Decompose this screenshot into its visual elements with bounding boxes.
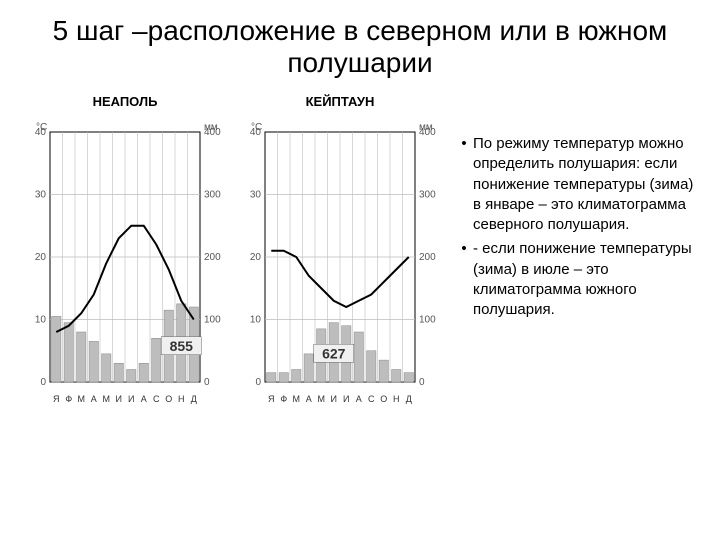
svg-text:И: И [128,394,134,404]
svg-text:И: И [116,394,122,404]
svg-text:Ф: Ф [280,394,287,404]
svg-text:855: 855 [170,338,194,354]
svg-text:Д: Д [406,394,412,404]
svg-text:100: 100 [204,315,221,326]
svg-text:И: И [331,394,337,404]
svg-text:300: 300 [204,190,221,201]
bullet-text: - если понижение температуры (зима) в ию… [473,239,700,320]
chart-block: НЕАПОЛЬ0010100202003030040400°Cмм855ЯФМА… [20,94,230,427]
svg-text:30: 30 [250,190,262,201]
svg-text:Я: Я [268,394,275,404]
bullet-text: По режиму температур можно определить по… [473,134,700,235]
climatogram-svg: 0010100202003030040400°Cмм855ЯФМАМИИАСОН… [20,117,230,427]
svg-text:10: 10 [250,315,262,326]
bullet-dot: • [455,239,473,320]
svg-text:С: С [368,394,375,404]
svg-text:мм: мм [419,122,433,133]
svg-text:10: 10 [35,315,47,326]
svg-text:М: М [318,394,326,404]
slide-title: 5 шаг –расположение в северном или в южн… [20,15,700,79]
svg-text:200: 200 [419,252,436,263]
climatogram-svg: 0010100202003030040400°Cмм627ЯФМАМИИАСОН… [235,117,445,427]
bullet-item: •По режиму температур можно определить п… [455,134,700,235]
svg-text:И: И [343,394,349,404]
charts-container: НЕАПОЛЬ0010100202003030040400°Cмм855ЯФМА… [20,94,445,427]
svg-text:Н: Н [178,394,185,404]
bullet-item: • - если понижение температуры (зима) в … [455,239,700,320]
svg-text:Д: Д [191,394,197,404]
svg-text:°C: °C [251,122,262,133]
svg-text:0: 0 [419,377,425,388]
svg-text:Ф: Ф [65,394,72,404]
svg-text:300: 300 [419,190,436,201]
bullet-list: •По режиму температур можно определить п… [455,94,700,427]
svg-text:Н: Н [393,394,400,404]
svg-text:20: 20 [250,252,262,263]
svg-text:О: О [165,394,172,404]
svg-text:0: 0 [40,377,46,388]
slide: 5 шаг –расположение в северном или в южн… [0,0,720,540]
chart-title: КЕЙПТАУН [306,94,375,109]
svg-text:мм: мм [204,122,218,133]
svg-text:20: 20 [35,252,47,263]
svg-text:Я: Я [53,394,60,404]
svg-text:0: 0 [204,377,210,388]
content-row: НЕАПОЛЬ0010100202003030040400°Cмм855ЯФМА… [20,94,700,427]
svg-text:М: М [78,394,86,404]
svg-text:100: 100 [419,315,436,326]
svg-text:А: А [91,394,97,404]
svg-text:200: 200 [204,252,221,263]
svg-text:М: М [293,394,301,404]
chart-block: КЕЙПТАУН0010100202003030040400°Cмм627ЯФМ… [235,94,445,427]
svg-text:30: 30 [35,190,47,201]
svg-text:°C: °C [36,122,47,133]
svg-text:А: А [356,394,362,404]
svg-text:0: 0 [255,377,261,388]
svg-text:М: М [103,394,111,404]
svg-text:С: С [153,394,160,404]
bullet-dot: • [455,134,473,235]
svg-text:А: А [141,394,147,404]
svg-text:О: О [380,394,387,404]
chart-title: НЕАПОЛЬ [93,94,158,109]
svg-text:А: А [306,394,312,404]
svg-text:627: 627 [322,345,346,361]
